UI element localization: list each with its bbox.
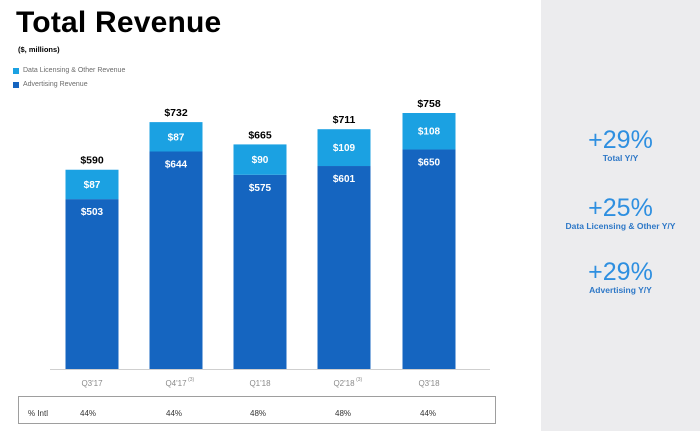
stat-advertising-label: Advertising Y/Y [589, 285, 652, 295]
intl-cell: 44% [420, 409, 437, 418]
bar-licensing-label: $87 [168, 132, 185, 143]
x-tick-label: Q3'17 [81, 379, 103, 388]
stat-advertising-value: +29% [588, 258, 653, 286]
x-tick-footnote: (3) [356, 377, 362, 383]
bar-advertising [233, 174, 287, 369]
x-tick-label: Q3'18 [418, 379, 440, 388]
bar-licensing-label: $90 [252, 155, 269, 166]
bar-total-label: $711 [333, 114, 356, 126]
bar-licensing [317, 129, 371, 167]
bar-licensing [233, 144, 287, 175]
bar-advertising-label: $650 [418, 157, 441, 168]
x-tick-label: Q2'18 [333, 379, 355, 388]
legend-swatch-licensing [13, 67, 19, 74]
bar-total-label: $665 [248, 129, 272, 141]
bar-total-label: $732 [164, 107, 188, 119]
legend-item-licensing: Data Licensing & Other Revenue [13, 67, 125, 74]
x-tick-label: Q4'17 [165, 379, 187, 388]
bar-licensing [402, 113, 456, 150]
bar-licensing [149, 122, 203, 152]
stat-total-value: +29% [588, 126, 653, 154]
legend-label-licensing: Data Licensing & Other Revenue [23, 67, 126, 74]
intl-table [18, 396, 496, 424]
yoy-panel: +29% Total Y/Y +25% Data Licensing & Oth… [541, 0, 700, 431]
stat-advertising: +29% Advertising Y/Y [541, 259, 700, 295]
bar-advertising [402, 149, 456, 369]
bar-advertising-label: $575 [249, 183, 272, 194]
stat-licensing-label: Data Licensing & Other Y/Y [565, 221, 676, 231]
stat-total: +29% Total Y/Y [541, 127, 700, 163]
stat-licensing-value: +25% [588, 194, 653, 222]
bar-total-label: $758 [417, 98, 441, 110]
bar-advertising-label: $644 [165, 160, 188, 171]
page-title: Total Revenue [16, 6, 222, 39]
x-tick-label: Q1'18 [249, 379, 271, 388]
bar-licensing [65, 169, 119, 200]
legend-label-advertising: Advertising Revenue [23, 81, 88, 88]
intl-cell: 44% [166, 409, 183, 418]
bar-total-label: $590 [80, 155, 104, 167]
bar-licensing-label: $87 [84, 180, 101, 191]
stat-total-label: Total Y/Y [602, 153, 639, 163]
legend-item-advertising: Advertising Revenue [13, 81, 88, 88]
stat-licensing: +25% Data Licensing & Other Y/Y [541, 195, 700, 231]
x-tick-footnote: (3) [188, 377, 194, 383]
intl-row-label: % Intl [28, 409, 49, 418]
intl-cell: 48% [250, 409, 267, 418]
bar-licensing-label: $108 [418, 127, 441, 138]
bar-advertising-label: $503 [81, 207, 104, 218]
bar-advertising [65, 199, 119, 369]
intl-cell: 48% [335, 409, 352, 418]
bar-advertising [317, 166, 371, 369]
bar-advertising [149, 151, 203, 369]
legend-swatch-advertising [13, 81, 19, 88]
bar-advertising-label: $601 [333, 174, 356, 185]
page-subtitle: ($, millions) [18, 45, 60, 54]
intl-cell: 44% [80, 409, 97, 418]
bar-licensing-label: $109 [333, 143, 356, 154]
